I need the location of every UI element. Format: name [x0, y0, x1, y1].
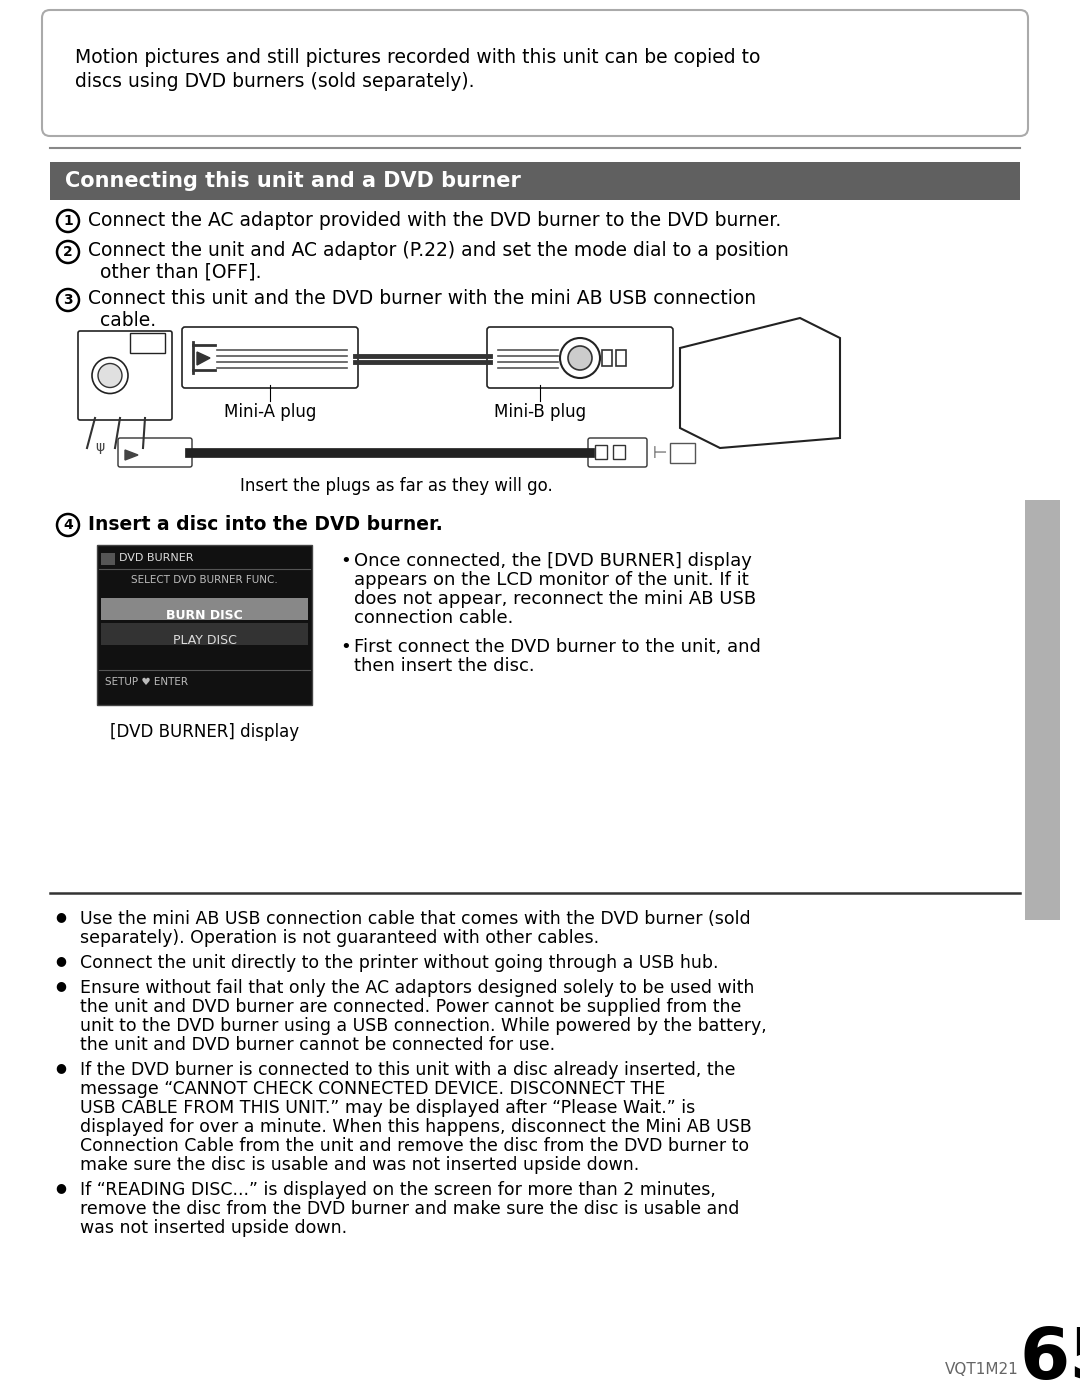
Text: make sure the disc is usable and was not inserted upside down.: make sure the disc is usable and was not…: [80, 1155, 639, 1173]
Circle shape: [57, 514, 79, 536]
Circle shape: [57, 289, 79, 312]
Bar: [102, 598, 308, 620]
Text: BURN DISC: BURN DISC: [166, 609, 243, 622]
Text: USB CABLE FROM THIS UNIT.” may be displayed after “Please Wait.” is: USB CABLE FROM THIS UNIT.” may be displa…: [80, 1099, 696, 1118]
Text: displayed for over a minute. When this happens, disconnect the Mini AB USB: displayed for over a minute. When this h…: [80, 1118, 752, 1136]
Bar: [613, 446, 625, 460]
Bar: [50, 162, 1020, 200]
Text: does not appear, reconnect the mini AB USB: does not appear, reconnect the mini AB U…: [354, 590, 756, 608]
Text: DVD BURNER: DVD BURNER: [119, 553, 193, 563]
Bar: [102, 553, 114, 564]
Text: unit to the DVD burner using a USB connection. While powered by the battery,: unit to the DVD burner using a USB conne…: [80, 1017, 767, 1035]
Text: Connect this unit and the DVD burner with the mini AB USB connection: Connect this unit and the DVD burner wit…: [87, 289, 756, 309]
Circle shape: [57, 242, 79, 263]
Text: separately). Operation is not guaranteed with other cables.: separately). Operation is not guaranteed…: [80, 929, 599, 947]
Text: PLAY DISC: PLAY DISC: [173, 634, 237, 647]
Text: Connection Cable from the unit and remove the disc from the DVD burner to: Connection Cable from the unit and remov…: [80, 1137, 750, 1155]
FancyBboxPatch shape: [118, 439, 192, 467]
Text: Connecting this unit and a DVD burner: Connecting this unit and a DVD burner: [65, 170, 521, 191]
Text: SELECT DVD BURNER FUNC.: SELECT DVD BURNER FUNC.: [131, 576, 278, 585]
Text: Insert a disc into the DVD burner.: Insert a disc into the DVD burner.: [87, 514, 443, 534]
Bar: [130, 332, 165, 353]
Bar: [1025, 500, 1059, 921]
Text: cable.: cable.: [100, 310, 157, 330]
FancyBboxPatch shape: [487, 327, 673, 388]
Text: ⊢: ⊢: [652, 444, 667, 462]
Text: Connect the unit and AC adaptor (P.22) and set the mode dial to a position: Connect the unit and AC adaptor (P.22) a…: [87, 242, 788, 260]
Text: •: •: [340, 552, 351, 570]
Text: remove the disc from the DVD burner and make sure the disc is usable and: remove the disc from the DVD burner and …: [80, 1200, 740, 1218]
Text: Motion pictures and still pictures recorded with this unit can be copied to: Motion pictures and still pictures recor…: [75, 47, 760, 67]
Bar: [97, 545, 312, 705]
Text: •: •: [340, 638, 351, 657]
Polygon shape: [197, 352, 210, 365]
Text: If the DVD burner is connected to this unit with a disc already inserted, the: If the DVD burner is connected to this u…: [80, 1060, 735, 1078]
Circle shape: [98, 363, 122, 387]
Circle shape: [57, 210, 79, 232]
FancyBboxPatch shape: [78, 331, 172, 420]
Text: First connect the DVD burner to the unit, and: First connect the DVD burner to the unit…: [354, 638, 761, 657]
Text: ●: ●: [55, 954, 66, 967]
Polygon shape: [125, 450, 138, 460]
Text: [DVD BURNER] display: [DVD BURNER] display: [110, 724, 299, 740]
Text: 4: 4: [63, 518, 72, 532]
Circle shape: [92, 358, 129, 394]
Bar: [102, 623, 308, 645]
Text: ●: ●: [55, 909, 66, 923]
Bar: [602, 351, 612, 366]
FancyBboxPatch shape: [183, 327, 357, 388]
Text: Mini-A plug: Mini-A plug: [224, 402, 316, 420]
Text: Ensure without fail that only the AC adaptors designed solely to be used with: Ensure without fail that only the AC ada…: [80, 979, 754, 997]
Text: Once connected, the [DVD BURNER] display: Once connected, the [DVD BURNER] display: [354, 552, 752, 570]
Text: discs using DVD burners (sold separately).: discs using DVD burners (sold separately…: [75, 73, 474, 91]
Text: 1: 1: [63, 214, 72, 228]
Text: the unit and DVD burner are connected. Power cannot be supplied from the: the unit and DVD burner are connected. P…: [80, 997, 741, 1016]
Text: 65: 65: [1020, 1326, 1080, 1394]
FancyBboxPatch shape: [42, 10, 1028, 136]
Text: If “READING DISC...” is displayed on the screen for more than 2 minutes,: If “READING DISC...” is displayed on the…: [80, 1180, 716, 1199]
Circle shape: [568, 346, 592, 370]
Text: Insert the plugs as far as they will go.: Insert the plugs as far as they will go.: [240, 476, 553, 495]
Text: ●: ●: [55, 1180, 66, 1194]
Text: SETUP ♥ ENTER: SETUP ♥ ENTER: [105, 678, 188, 687]
Text: Connect the unit directly to the printer without going through a USB hub.: Connect the unit directly to the printer…: [80, 954, 718, 972]
Text: ●: ●: [55, 1060, 66, 1074]
Text: Use the mini AB USB connection cable that comes with the DVD burner (sold: Use the mini AB USB connection cable tha…: [80, 909, 751, 928]
FancyBboxPatch shape: [588, 439, 647, 467]
Text: appears on the LCD monitor of the unit. If it: appears on the LCD monitor of the unit. …: [354, 571, 748, 590]
Text: Connect the AC adaptor provided with the DVD burner to the DVD burner.: Connect the AC adaptor provided with the…: [87, 211, 781, 229]
Polygon shape: [680, 319, 840, 448]
Bar: [595, 446, 607, 460]
Text: 2: 2: [63, 244, 72, 258]
Bar: [616, 351, 626, 366]
Text: VQT1M21: VQT1M21: [945, 1362, 1018, 1377]
Text: the unit and DVD burner cannot be connected for use.: the unit and DVD burner cannot be connec…: [80, 1037, 555, 1053]
Text: was not inserted upside down.: was not inserted upside down.: [80, 1220, 347, 1236]
Circle shape: [561, 338, 600, 379]
Bar: [670, 443, 696, 462]
Text: ●: ●: [55, 979, 66, 992]
Text: then insert the disc.: then insert the disc.: [354, 657, 535, 675]
Text: other than [OFF].: other than [OFF].: [100, 263, 261, 282]
Text: connection cable.: connection cable.: [354, 609, 513, 627]
Text: 3: 3: [64, 293, 72, 307]
Text: message “CANNOT CHECK CONNECTED DEVICE. DISCONNECT THE: message “CANNOT CHECK CONNECTED DEVICE. …: [80, 1080, 665, 1098]
Text: Mini-B plug: Mini-B plug: [494, 402, 586, 420]
Text: ψ: ψ: [95, 440, 105, 454]
